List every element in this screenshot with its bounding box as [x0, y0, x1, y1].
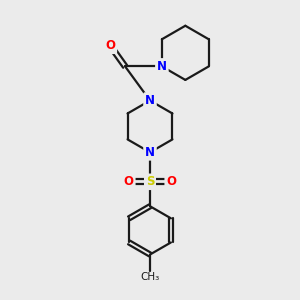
- Text: N: N: [145, 94, 155, 107]
- Text: O: O: [166, 175, 176, 188]
- Text: N: N: [157, 60, 167, 73]
- Text: O: O: [124, 175, 134, 188]
- Text: O: O: [105, 39, 115, 52]
- Text: N: N: [145, 146, 155, 159]
- Text: CH₃: CH₃: [140, 272, 160, 282]
- Text: S: S: [146, 175, 154, 188]
